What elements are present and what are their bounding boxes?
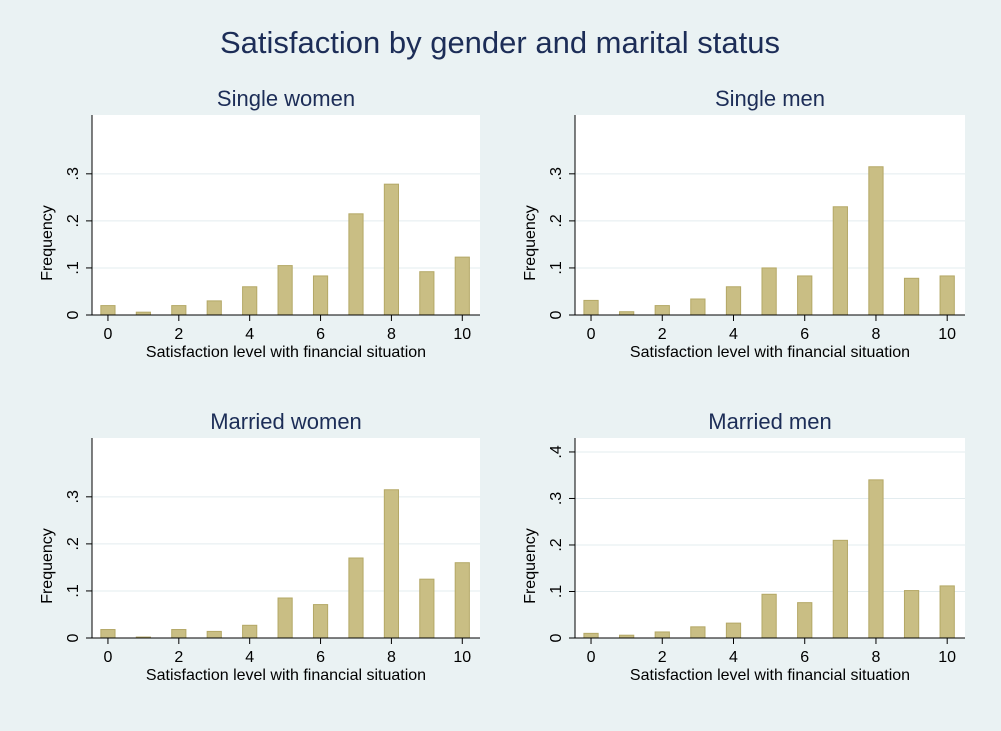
y-tick-label: .1 — [548, 585, 565, 598]
bar — [583, 299, 599, 316]
bar — [100, 629, 116, 639]
bar — [654, 631, 670, 639]
y-axis-label: Frequency — [522, 205, 539, 281]
bar — [725, 286, 742, 316]
bar — [797, 602, 813, 639]
bar — [206, 630, 222, 639]
x-tick-label: 6 — [800, 326, 809, 343]
x-axis-label: Satisfaction level with financial situat… — [630, 344, 910, 361]
bar — [690, 298, 706, 316]
x-tick-label: 2 — [658, 649, 667, 666]
bar — [206, 300, 222, 316]
x-tick-label: 6 — [800, 649, 809, 666]
y-tick-label: 0 — [65, 310, 82, 319]
panel-title: Married men — [708, 409, 831, 434]
bar — [383, 489, 400, 639]
y-tick-label: 0 — [548, 310, 565, 319]
x-tick-label: 10 — [938, 649, 956, 666]
bar — [903, 590, 920, 639]
bar — [454, 562, 470, 639]
bar — [868, 479, 884, 639]
bar — [277, 597, 293, 639]
panel-title: Married women — [210, 409, 362, 434]
y-tick-label: 0 — [65, 633, 82, 642]
bar — [383, 183, 400, 316]
panel-title: Single women — [217, 86, 355, 111]
y-tick-label: .2 — [548, 538, 565, 551]
x-tick-label: 0 — [587, 326, 596, 343]
bar — [419, 578, 435, 639]
x-axis-label: Satisfaction level with financial situat… — [146, 667, 426, 684]
x-tick-label: 8 — [872, 326, 881, 343]
x-tick-label: 10 — [453, 326, 471, 343]
x-axis-label: Satisfaction level with financial situat… — [146, 344, 426, 361]
x-tick-label: 6 — [316, 326, 325, 343]
x-tick-label: 0 — [103, 649, 112, 666]
x-tick-label: 2 — [174, 649, 183, 666]
x-tick-label: 4 — [729, 326, 738, 343]
bar — [277, 265, 293, 316]
panel-title: Single men — [715, 86, 825, 111]
bar — [761, 593, 777, 639]
bar — [171, 629, 187, 639]
bar — [939, 275, 955, 316]
y-tick-label: .3 — [65, 490, 82, 503]
x-tick-label: 2 — [174, 326, 183, 343]
bar — [454, 256, 470, 316]
bar — [725, 622, 742, 639]
bar — [348, 213, 364, 316]
bar — [348, 557, 364, 639]
bar — [797, 275, 813, 316]
bar — [312, 275, 329, 316]
bar — [242, 624, 258, 639]
x-tick-label: 8 — [387, 649, 396, 666]
chart-title: Satisfaction by gender and marital statu… — [220, 25, 780, 60]
y-tick-label: .1 — [65, 261, 82, 274]
x-tick-label: 4 — [245, 326, 254, 343]
y-tick-label: .3 — [548, 492, 565, 505]
bar — [100, 305, 116, 316]
bar — [583, 632, 599, 639]
bar — [761, 267, 777, 316]
y-tick-label: 0 — [548, 633, 565, 642]
x-tick-label: 4 — [729, 649, 738, 666]
bar — [832, 539, 848, 639]
y-tick-label: .3 — [548, 167, 565, 180]
y-tick-label: .1 — [65, 584, 82, 597]
x-tick-label: 0 — [103, 326, 112, 343]
x-axis-label: Satisfaction level with financial situat… — [630, 667, 910, 684]
bar — [242, 286, 258, 316]
y-axis-label: Frequency — [522, 528, 539, 604]
bar — [868, 166, 884, 316]
bar — [419, 271, 435, 316]
x-tick-label: 6 — [316, 649, 325, 666]
x-tick-label: 8 — [387, 326, 396, 343]
bar — [903, 277, 920, 316]
x-tick-label: 2 — [658, 326, 667, 343]
bar — [832, 206, 848, 316]
y-tick-label: .4 — [548, 445, 565, 458]
bar — [171, 305, 187, 316]
y-tick-label: .2 — [65, 537, 82, 550]
x-tick-label: 4 — [245, 649, 254, 666]
y-axis-label: Frequency — [39, 528, 56, 604]
x-tick-label: 10 — [453, 649, 471, 666]
bar — [939, 585, 955, 639]
bar — [312, 604, 329, 639]
x-tick-label: 0 — [587, 649, 596, 666]
y-tick-label: .1 — [548, 261, 565, 274]
y-axis-label: Frequency — [39, 205, 56, 281]
bar — [654, 305, 670, 316]
y-tick-label: .3 — [65, 167, 82, 180]
y-tick-label: .2 — [65, 214, 82, 227]
bar — [690, 626, 706, 639]
x-tick-label: 8 — [872, 649, 881, 666]
y-tick-label: .2 — [548, 214, 565, 227]
x-tick-label: 10 — [938, 326, 956, 343]
